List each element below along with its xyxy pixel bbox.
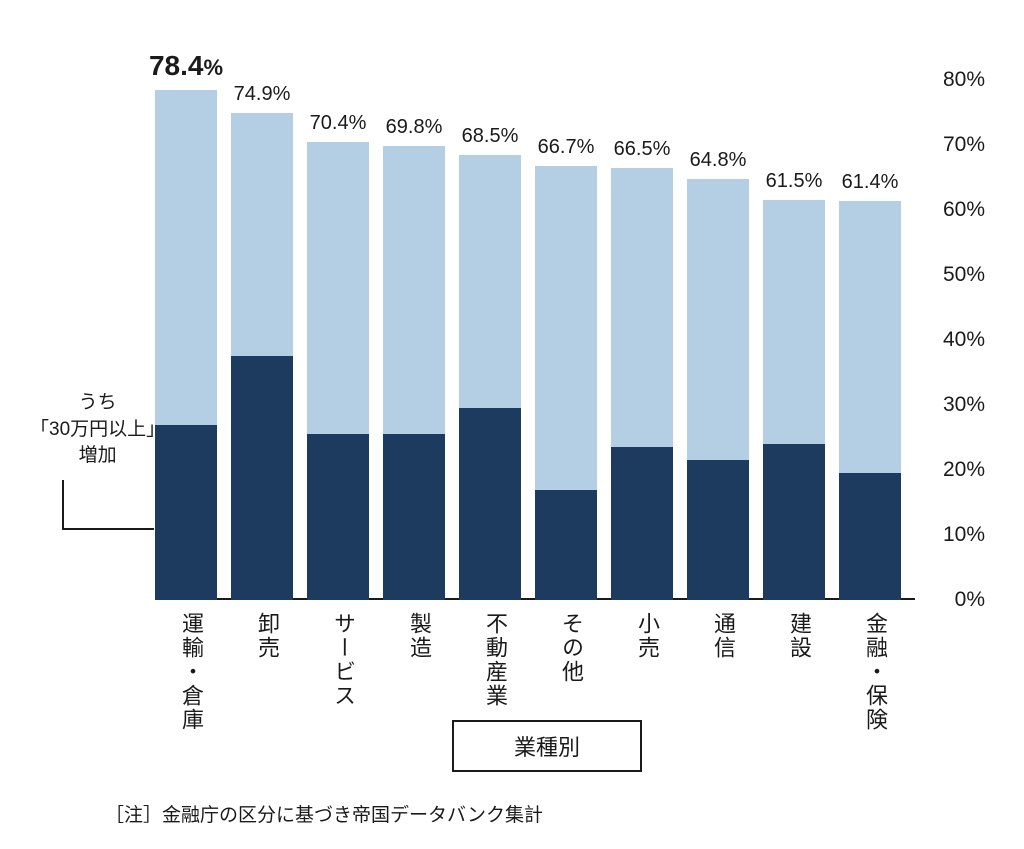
bar-segment-dark xyxy=(763,444,825,600)
bar-segment-dark xyxy=(231,356,293,600)
bar-value-label: 66.5% xyxy=(614,138,671,161)
x-category-label: 通信 xyxy=(707,612,739,660)
bar-value-label: 68.5% xyxy=(462,125,519,148)
x-category-label: その他 xyxy=(555,612,587,684)
x-category-label: 金融・保険 xyxy=(859,612,891,732)
y-tick-label: 10% xyxy=(943,523,985,547)
x-category-label: 卸売 xyxy=(251,612,283,660)
annotation-line-3: 増加 xyxy=(30,443,165,470)
x-category-label: 小売 xyxy=(631,612,663,660)
x-category-label: 不動産業 xyxy=(479,612,511,708)
bar-segment-dark xyxy=(687,460,749,600)
bar-value-label: 69.8% xyxy=(386,116,443,139)
bar-group: 74.9% xyxy=(231,113,293,600)
bar-value-label: 74.9% xyxy=(234,83,291,106)
bar-value-label: 70.4% xyxy=(310,112,367,135)
y-tick-label: 80% xyxy=(943,68,985,92)
bar-value-label: 66.7% xyxy=(538,136,595,159)
x-category-label: サービス xyxy=(327,612,359,708)
bar-segment-dark xyxy=(459,408,521,600)
plot-area: 0%10%20%30%40%50%60%70%80%78.4%74.9%70.4… xyxy=(155,80,915,600)
side-annotation: うち 「30万円以上」 増加 xyxy=(30,390,165,470)
bar-group: 70.4% xyxy=(307,142,369,600)
footnote: ［注］金融庁の区分に基づき帝国データバンク集計 xyxy=(105,800,543,827)
chart-container: 0%10%20%30%40%50%60%70%80%78.4%74.9%70.4… xyxy=(155,80,945,600)
bar-group: 61.4% xyxy=(839,201,901,600)
bar-group: 64.8% xyxy=(687,179,749,600)
footnote-text: ［注］金融庁の区分に基づき帝国データバンク集計 xyxy=(105,805,543,826)
bar-value-label: 61.5% xyxy=(766,170,823,193)
bar-group: 69.8% xyxy=(383,146,445,600)
annotation-connector-vertical xyxy=(62,480,64,530)
annotation-connector-horizontal xyxy=(62,528,154,530)
y-tick-label: 0% xyxy=(955,588,985,612)
bar-segment-dark xyxy=(535,490,597,601)
x-category-label: 建設 xyxy=(783,612,815,660)
bar-segment-dark xyxy=(307,434,369,600)
bar-value-label: 78.4% xyxy=(149,50,223,82)
y-tick-label: 60% xyxy=(943,198,985,222)
x-axis-title: 業種別 xyxy=(514,735,580,760)
y-tick-label: 20% xyxy=(943,458,985,482)
bar-segment-dark xyxy=(383,434,445,600)
bar-group: 61.5% xyxy=(763,200,825,600)
y-tick-label: 50% xyxy=(943,263,985,287)
bar-segment-dark xyxy=(839,473,901,600)
x-category-label: 製造 xyxy=(403,612,435,660)
y-tick-label: 40% xyxy=(943,328,985,352)
y-tick-label: 30% xyxy=(943,393,985,417)
x-category-label: 運輸・倉庫 xyxy=(175,612,207,732)
bar-segment-dark xyxy=(611,447,673,600)
bar-group: 66.7% xyxy=(535,166,597,600)
bar-group: 66.5% xyxy=(611,168,673,600)
annotation-line-2: 「30万円以上」 xyxy=(30,417,165,444)
bar-value-label: 61.4% xyxy=(842,171,899,194)
annotation-line-1: うち xyxy=(30,390,165,417)
bar-value-label: 64.8% xyxy=(690,149,747,172)
y-tick-label: 70% xyxy=(943,133,985,157)
x-axis-title-box: 業種別 xyxy=(452,720,642,772)
bar-group: 78.4% xyxy=(155,90,217,600)
bar-group: 68.5% xyxy=(459,155,521,600)
